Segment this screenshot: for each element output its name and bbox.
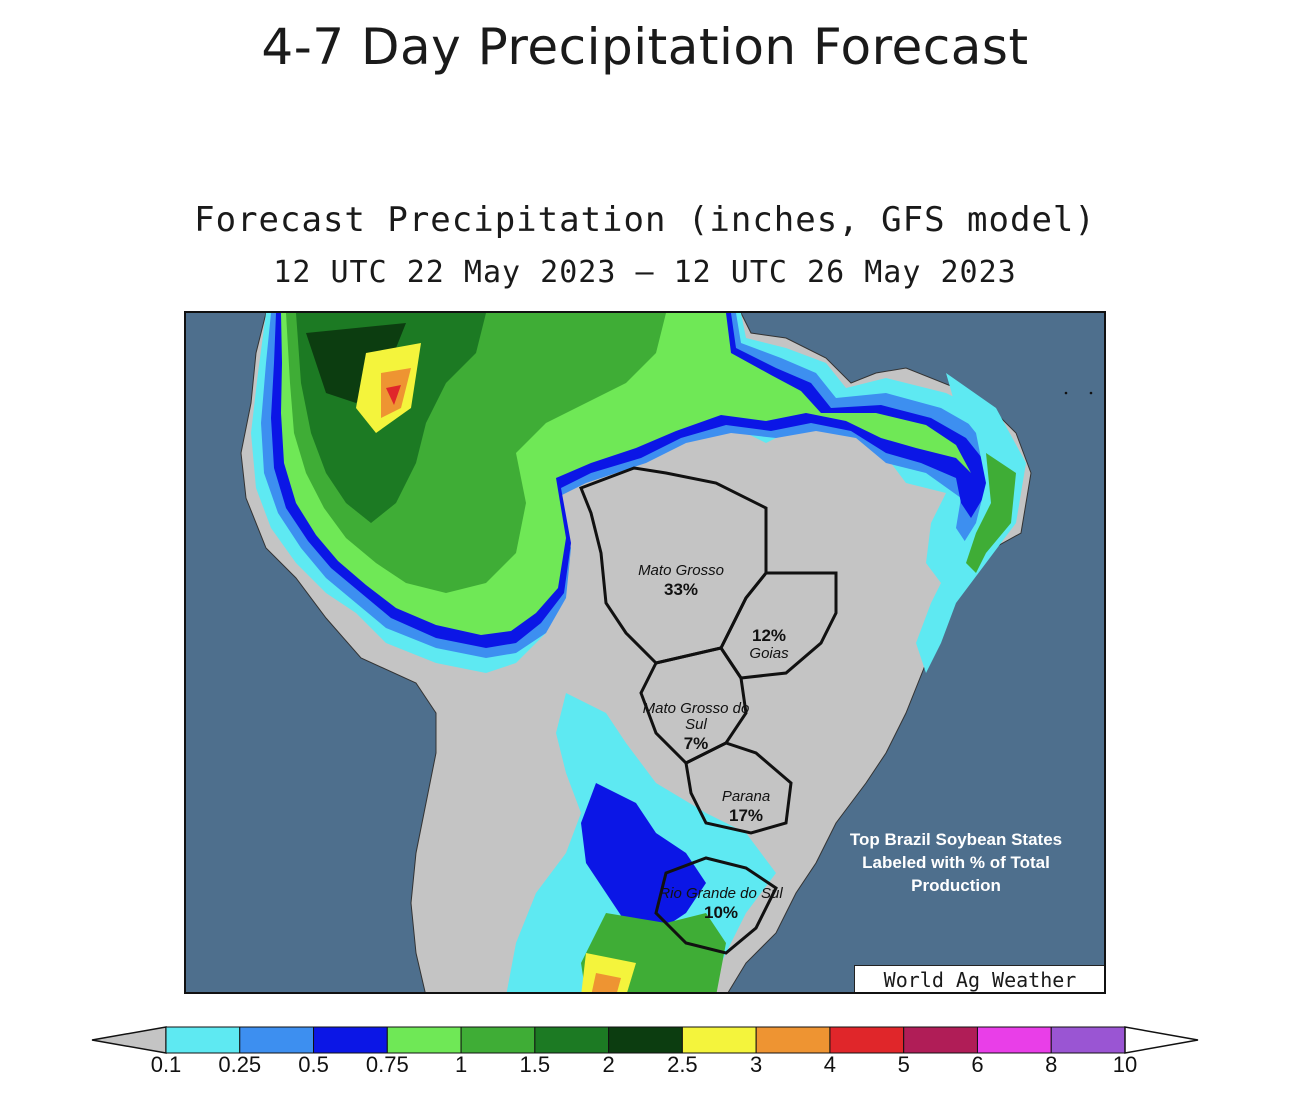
state-label-goias: 12% Goias — [749, 626, 789, 662]
precip-coast-ne — [916, 373, 1026, 673]
legend-swatch — [976, 1026, 1052, 1054]
legend-tick-label: 8 — [1045, 1052, 1058, 1077]
map-title: Forecast Precipitation (inches, GFS mode… — [194, 200, 1096, 240]
state-border-rs — [654, 856, 778, 955]
legend-swatch — [460, 1026, 536, 1054]
legend-tick-label: 4 — [823, 1052, 837, 1077]
legend-swatch — [165, 1026, 241, 1054]
state-border-goias — [719, 571, 838, 680]
state-label-mato-grosso-do-sul: Mato Grosso do Sul 7% — [642, 700, 750, 754]
state-border-parana — [684, 741, 793, 835]
legend-swatch — [681, 1026, 757, 1054]
legend-swatch — [313, 1026, 388, 1054]
legend-swatch — [239, 1026, 315, 1054]
legend-tick-label: 2 — [602, 1052, 615, 1077]
legend-swatch — [755, 1026, 831, 1054]
legend-swatch — [608, 1026, 683, 1054]
legend-tick-label: 1.5 — [519, 1052, 551, 1077]
precipitation-legend-bar — [91, 1026, 1199, 1054]
legend-swatch — [534, 1026, 610, 1054]
legend-tick-label: 0.5 — [298, 1052, 329, 1077]
legend-tick-label: 5 — [897, 1052, 910, 1077]
precip-4-north — [386, 385, 401, 405]
legend-under-arrow — [91, 1026, 167, 1054]
precip-south-orange — [591, 973, 621, 992]
legend-tick-label: 10 — [1112, 1052, 1138, 1077]
state-label-parana: Parana 17% — [721, 788, 771, 826]
credit-label: World Ag Weather — [854, 965, 1104, 992]
legend-tick-label: 0.1 — [150, 1052, 182, 1077]
legend-tick-label: 3 — [750, 1052, 763, 1077]
legend-tick-label: 0.75 — [365, 1052, 409, 1077]
page-title: 4-7 Day Precipitation Forecast — [261, 18, 1029, 76]
legend-tick-label: 2.5 — [667, 1052, 698, 1077]
state-label-mato-grosso: Mato Grosso 33% — [638, 562, 724, 600]
map-canvas — [240, 313, 1093, 992]
precip-south-0.5 — [581, 783, 706, 933]
precipitation-map: Mato Grosso 33% 12% Goias Mato Grosso do… — [184, 311, 1106, 994]
legend-tick-label: 1 — [454, 1052, 468, 1077]
precip-coast-ne-green — [966, 453, 1016, 573]
legend-swatch — [386, 1026, 462, 1054]
legend-tick-label: 6 — [971, 1052, 984, 1077]
legend-swatch — [829, 1026, 905, 1054]
map-subtitle: 12 UTC 22 May 2023 – 12 UTC 26 May 2023 — [273, 255, 1017, 290]
precip-2-north — [306, 323, 406, 403]
state-label-rio-grande-do-sul: Rio Grande do Sul 10% — [659, 885, 783, 923]
soybean-states-note: Top Brazil Soybean States Labeled with %… — [849, 830, 1063, 895]
legend-tick-label: 0.25 — [218, 1052, 262, 1077]
legend-over-arrow — [1124, 1026, 1199, 1054]
legend-swatch — [903, 1026, 978, 1054]
legend-swatch — [1050, 1026, 1126, 1054]
